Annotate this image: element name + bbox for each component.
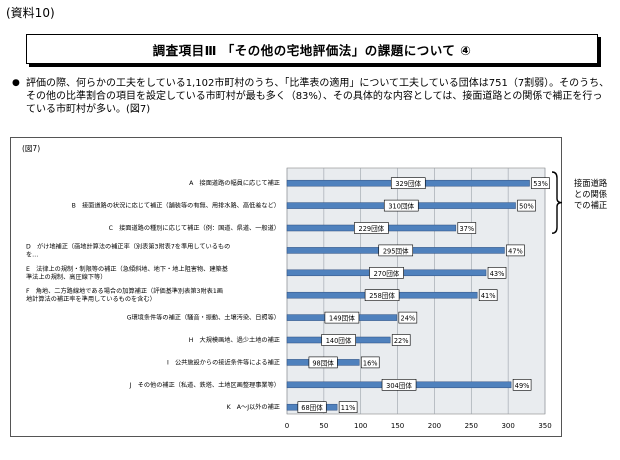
value-label-box bbox=[381, 378, 417, 391]
page-title: 調査項目Ⅲ 「その他の宅地評価法」の課題について ④ bbox=[152, 42, 472, 58]
bracket-label: との関係 bbox=[574, 189, 607, 199]
value-label: 329団体 bbox=[395, 179, 421, 188]
percent-label-box bbox=[338, 401, 358, 414]
x-tick-label: 50 bbox=[319, 422, 328, 430]
category-label: K A～J以外の補正 bbox=[227, 403, 280, 411]
value-label-box bbox=[378, 244, 414, 257]
figure-label: (図7) bbox=[22, 144, 40, 153]
percent-label-box bbox=[506, 244, 525, 257]
category-label: 準法上の規制、高圧線下等） bbox=[26, 273, 106, 281]
percent-label: 24% bbox=[401, 315, 416, 323]
value-label-box bbox=[297, 401, 327, 414]
summary-text: 評価の際、何らかの工夫をしている1,102市町村のうち、「比準表の適用」について… bbox=[26, 78, 610, 115]
category-label: D がけ地補正（画地計算法の補正率（別表第3附表7を準用しているもの bbox=[26, 242, 230, 250]
percent-label: 47% bbox=[508, 247, 523, 255]
value-label: 229団体 bbox=[359, 224, 385, 233]
value-label: 258団体 bbox=[369, 291, 395, 300]
x-tick-label: 100 bbox=[354, 422, 367, 430]
category-label: I 公共施設からの接近条件等による補正 bbox=[167, 358, 280, 366]
category-label: G環境条件等の補正（騒音・振動、土壌汚染、日照等） bbox=[127, 314, 280, 322]
reference-label: (資料10) bbox=[6, 6, 55, 20]
summary-paragraph: ● 評価の際、何らかの工夫をしている1,102市町村のうち、「比準表の適用」につ… bbox=[10, 77, 610, 116]
percent-label: 53% bbox=[533, 180, 548, 188]
percent-label-box bbox=[398, 311, 418, 324]
percent-label-box bbox=[457, 222, 477, 234]
value-label-box bbox=[324, 311, 360, 324]
category-label: C 接面道路の種別に応じて補正（例：国道、県道、一般道） bbox=[109, 224, 280, 232]
percent-label-box bbox=[360, 356, 380, 369]
value-label-box bbox=[390, 177, 426, 189]
percent-label: 41% bbox=[481, 292, 496, 300]
value-label-box bbox=[321, 334, 356, 346]
percent-label: 22% bbox=[394, 337, 409, 345]
category-label: E 法律上の規制・制限等の補正（急傾斜地、地下・地上阻害物、建築基 bbox=[26, 265, 228, 273]
category-label: J その他の補正（私道、鉄塔、土地区画整理事業等） bbox=[129, 381, 280, 389]
value-label-box bbox=[308, 356, 338, 369]
value-label: 310団体 bbox=[388, 202, 414, 211]
percent-label-box bbox=[517, 199, 536, 212]
bracket-label: 接面道路 bbox=[574, 178, 608, 188]
x-tick-label: 250 bbox=[465, 422, 478, 430]
category-label: H 大規模画地、過少土地の補正 bbox=[189, 336, 280, 344]
percent-label: 43% bbox=[490, 270, 505, 278]
percent-label-box bbox=[531, 177, 550, 189]
percent-label-box bbox=[478, 289, 498, 302]
value-label: 68団体 bbox=[301, 403, 323, 412]
percent-label: 49% bbox=[515, 382, 530, 390]
category-label: B 接面道路の状況に応じて補正（舗装等の有無、用排水路、高低差など） bbox=[72, 202, 280, 210]
bracket-label: での補正 bbox=[574, 200, 607, 210]
x-tick-label: 0 bbox=[285, 422, 289, 430]
x-tick-label: 200 bbox=[428, 422, 441, 430]
category-label: を… bbox=[26, 251, 38, 258]
bullet-icon: ● bbox=[12, 78, 20, 88]
bracket bbox=[551, 171, 563, 234]
category-label: A 接面道路の幅員に応じて補正 bbox=[189, 179, 280, 187]
value-label: 295団体 bbox=[383, 246, 409, 255]
value-label-box bbox=[354, 222, 389, 234]
percent-label: 37% bbox=[459, 225, 474, 233]
value-label-box bbox=[369, 266, 404, 279]
percent-label: 50% bbox=[519, 203, 534, 211]
category-label: 地計算法の補正率を準用しているものを含む） bbox=[26, 295, 156, 303]
x-tick-label: 150 bbox=[391, 422, 404, 430]
percent-label: 11% bbox=[341, 404, 356, 412]
value-label: 98団体 bbox=[312, 358, 334, 367]
title-box: 調査項目Ⅲ 「その他の宅地評価法」の課題について ④ bbox=[26, 34, 598, 64]
percent-label-box bbox=[512, 378, 532, 391]
value-label: 149団体 bbox=[329, 314, 355, 323]
value-label: 140団体 bbox=[326, 336, 352, 345]
x-tick-label: 300 bbox=[501, 422, 514, 430]
percent-label-box bbox=[487, 266, 507, 279]
x-tick-label: 350 bbox=[538, 422, 551, 430]
value-label: 270団体 bbox=[374, 269, 400, 278]
value-label-box bbox=[364, 289, 400, 302]
category-label: F 角地、二方路線地である場合の加算補正（評価基準別表第3附表1画 bbox=[26, 287, 223, 295]
percent-label-box bbox=[391, 334, 411, 346]
value-label: 304団体 bbox=[386, 381, 412, 390]
value-label-box bbox=[383, 199, 419, 212]
percent-label: 16% bbox=[363, 359, 378, 367]
